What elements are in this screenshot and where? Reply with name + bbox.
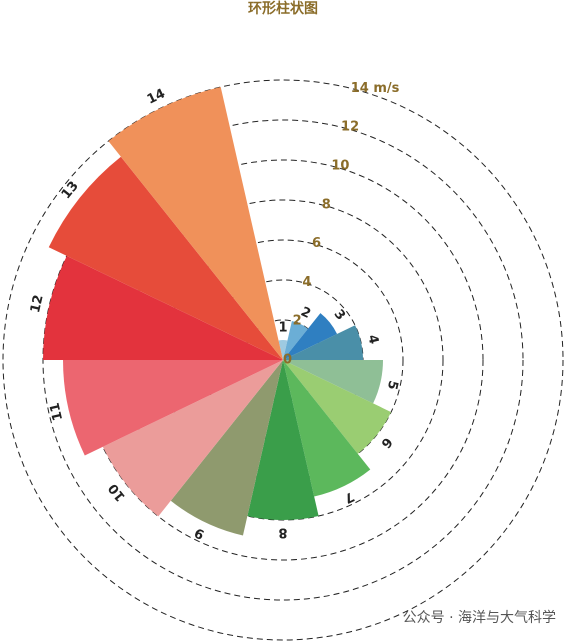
category-label: 5	[384, 379, 401, 391]
bar	[283, 321, 308, 360]
r-tick-label: 10	[331, 158, 349, 173]
category-label: 14	[145, 86, 168, 107]
bar	[283, 325, 363, 360]
r-tick-label: 8	[322, 197, 331, 212]
category-label: 12	[28, 293, 47, 314]
grid-circle	[2, 79, 564, 641]
category-label: 3	[331, 307, 348, 323]
bar	[283, 313, 338, 360]
bar	[283, 360, 371, 497]
category-label: 7	[342, 488, 357, 505]
r-tick-label: 14 m/s	[351, 81, 400, 96]
bar	[43, 255, 283, 360]
bar	[48, 156, 283, 360]
category-label: 10	[106, 480, 129, 503]
r-tick-label: 4	[302, 275, 311, 290]
grid-circle	[82, 159, 484, 561]
category-label: 13	[59, 179, 82, 202]
bar	[102, 360, 283, 517]
category-label: 1	[278, 321, 287, 336]
r-tick-label: 12	[341, 120, 359, 135]
bar	[283, 360, 392, 454]
category-label: 11	[47, 401, 66, 422]
r-tick-label: 2	[293, 314, 302, 329]
bar	[108, 87, 284, 360]
chart-title: 环形柱状图	[248, 0, 318, 17]
category-label: 4	[364, 333, 381, 345]
bar	[247, 360, 319, 520]
bar	[278, 340, 288, 360]
watermark: 公众号 · 海洋与大气科学	[403, 610, 556, 626]
bar	[283, 360, 383, 404]
category-label: 9	[192, 524, 207, 541]
r-tick-label: 6	[312, 236, 321, 251]
category-label: 6	[378, 434, 395, 450]
category-label: 8	[278, 525, 287, 540]
r-tick-label: 0	[283, 353, 292, 368]
bar	[170, 360, 283, 536]
bar	[63, 360, 283, 456]
grid-circle	[162, 239, 404, 481]
